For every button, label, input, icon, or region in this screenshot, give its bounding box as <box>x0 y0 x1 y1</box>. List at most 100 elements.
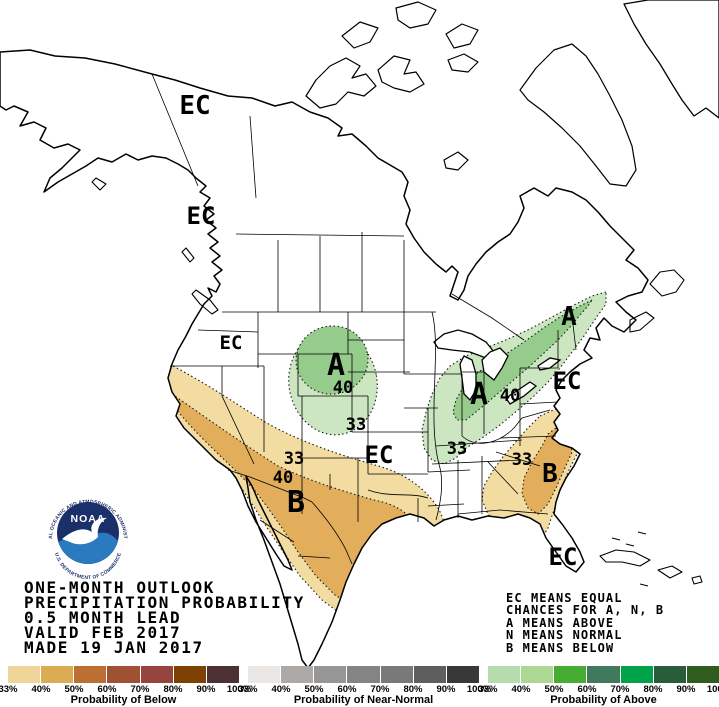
colorbar-swatch <box>380 666 414 683</box>
title-line: MADE 19 JAN 2017 <box>24 638 204 657</box>
colorbar-tick: 70% <box>610 684 630 695</box>
map-label-c33-southwest: 33 <box>284 449 304 469</box>
colorbar-swatch <box>107 666 141 683</box>
legend-note: EC MEANS EQUAL CHANCES FOR A, N, B A MEA… <box>506 592 664 654</box>
colorbar-tick: 33% <box>478 684 498 695</box>
region-above-midwest-inner <box>452 298 594 421</box>
legend-note-line: A MEANS ABOVE <box>506 615 615 630</box>
colorbar-tick: 70% <box>130 684 150 695</box>
coastlines <box>0 0 719 669</box>
colorbar-near-normal-ticks: 33% 40% 50% 60% 70% 80% 90% 100% <box>238 684 491 695</box>
map-label-b-southwest: B <box>287 485 305 520</box>
title-block: ONE-MONTH OUTLOOK PRECIPITATION PROBABIL… <box>24 578 305 657</box>
colorbar-swatch <box>281 666 315 683</box>
map-label-c40-plains: 40 <box>333 378 353 398</box>
colorbar-tick: 33% <box>238 684 258 695</box>
colorbar-below-ticks: 33% 40% 50% 60% 70% 80% 90% 100% <box>0 684 251 695</box>
colorbar-above-swatches <box>488 666 719 683</box>
map-label-ec-panhandle: EC <box>187 202 216 230</box>
colorbar-swatch <box>140 666 174 683</box>
map-label-a-plains: A <box>327 348 345 383</box>
colorbar-swatch <box>587 666 621 683</box>
lake-superior <box>433 329 495 359</box>
colorbar-tick: 80% <box>403 684 423 695</box>
great-lakes <box>433 329 562 405</box>
colorbar-tick: 50% <box>64 684 84 695</box>
colorbar-swatch <box>554 666 588 683</box>
colorbar-swatch <box>8 666 42 683</box>
title-line: ONE-MONTH OUTLOOK <box>24 578 215 597</box>
colorbar-tick: 50% <box>544 684 564 695</box>
greenland-coast <box>623 0 719 119</box>
lake-erie <box>505 381 538 405</box>
map-label-ec-alaska: EC <box>179 91 210 121</box>
colorbar-tick: 90% <box>436 684 456 695</box>
colorbar-near-normal-swatches <box>248 666 479 683</box>
colorbar-tick: 70% <box>370 684 390 695</box>
map-label-c33-southeast: 33 <box>512 450 532 470</box>
colorbar-swatch <box>653 666 687 683</box>
colorbar-tick: 60% <box>97 684 117 695</box>
colorbar-above-ticks: 33% 40% 50% 60% 70% 80% 90% 100% <box>478 684 719 695</box>
region-below-southeast-inner <box>521 427 573 515</box>
state-borders <box>151 73 577 565</box>
colorbar-swatch <box>314 666 348 683</box>
map-label-a-maine: A <box>561 302 577 332</box>
colorbar-swatch <box>206 666 239 683</box>
colorbar-below: 33% 40% 50% 60% 70% 80% 90% 100% Probability of… <box>0 666 251 706</box>
colorbar-swatch <box>347 666 381 683</box>
map-label-b-southeast: B <box>542 459 558 489</box>
map-label-c33-midwest: 33 <box>447 439 467 459</box>
legend-note-line: B MEANS BELOW <box>506 640 615 655</box>
colorbar-near-normal-caption: Probability of Near-Normal <box>293 694 434 706</box>
colorbar-tick: 90% <box>676 684 696 695</box>
noaa-logo-wordmark: NOAA <box>71 513 106 525</box>
colorbar-tick: 90% <box>196 684 216 695</box>
map-label-c40-midwest: 40 <box>500 386 520 406</box>
mainland-coast <box>0 49 649 669</box>
lake-huron <box>481 347 509 381</box>
colorbar-swatch <box>248 666 282 683</box>
colorbar-swatch <box>74 666 108 683</box>
map-label-a-midwest: A <box>470 377 488 412</box>
legend-note-line: N MEANS NORMAL <box>506 628 623 643</box>
colorbar-tick: 100% <box>466 684 492 695</box>
colorbar-tick: 60% <box>337 684 357 695</box>
title-line: VALID FEB 2017 <box>24 623 182 642</box>
colorbar-above-caption: Probability of Above <box>550 694 657 706</box>
colorbar-swatch <box>446 666 479 683</box>
map-label-ec-plains: EC <box>365 441 394 469</box>
colorbar-swatch <box>620 666 654 683</box>
map-label-ec-washington: EC <box>220 332 243 354</box>
colorbar-swatch <box>521 666 555 683</box>
lake-ontario <box>537 357 562 371</box>
colorbar-tick: 40% <box>511 684 531 695</box>
colorbar-swatch <box>173 666 207 683</box>
colorbar-below-swatches <box>8 666 239 683</box>
colorbar-tick: 50% <box>304 684 324 695</box>
region-below-southwest-inner <box>151 379 418 607</box>
title-line: 0.5 MONTH LEAD <box>24 608 182 627</box>
legend-note-line: EC MEANS EQUAL <box>506 591 623 605</box>
arctic-islands <box>305 1 637 187</box>
colorbar-swatch <box>488 666 522 683</box>
colorbar-tick: 33% <box>0 684 18 695</box>
colorbar-tick: 60% <box>577 684 597 695</box>
noaa-logo: NATIONAL OCEANIC AND ATMOSPHERIC ADMINIS… <box>42 487 134 581</box>
title-line: PRECIPITATION PROBABILITY <box>24 593 305 612</box>
other-islands <box>91 177 703 587</box>
map-label-c33-plains: 33 <box>346 415 366 435</box>
colorbar-above: 33% 40% 50% 60% 70% 80% 90% 100% Probability of… <box>478 666 719 706</box>
map-label-ec-florida: EC <box>549 543 578 571</box>
colorbar-tick: 80% <box>643 684 663 695</box>
colorbar-tick: 40% <box>271 684 291 695</box>
colorbar-near-normal: 33% 40% 50% 60% 70% 80% 90% 100% Probability of… <box>238 666 491 706</box>
lake-michigan <box>459 355 477 402</box>
legend-note-line: CHANCES FOR A, N, B <box>506 603 665 618</box>
colorbar-tick: 100% <box>226 684 252 695</box>
colorbar-swatch <box>686 666 719 683</box>
colorbar-tick: 100% <box>706 684 719 695</box>
